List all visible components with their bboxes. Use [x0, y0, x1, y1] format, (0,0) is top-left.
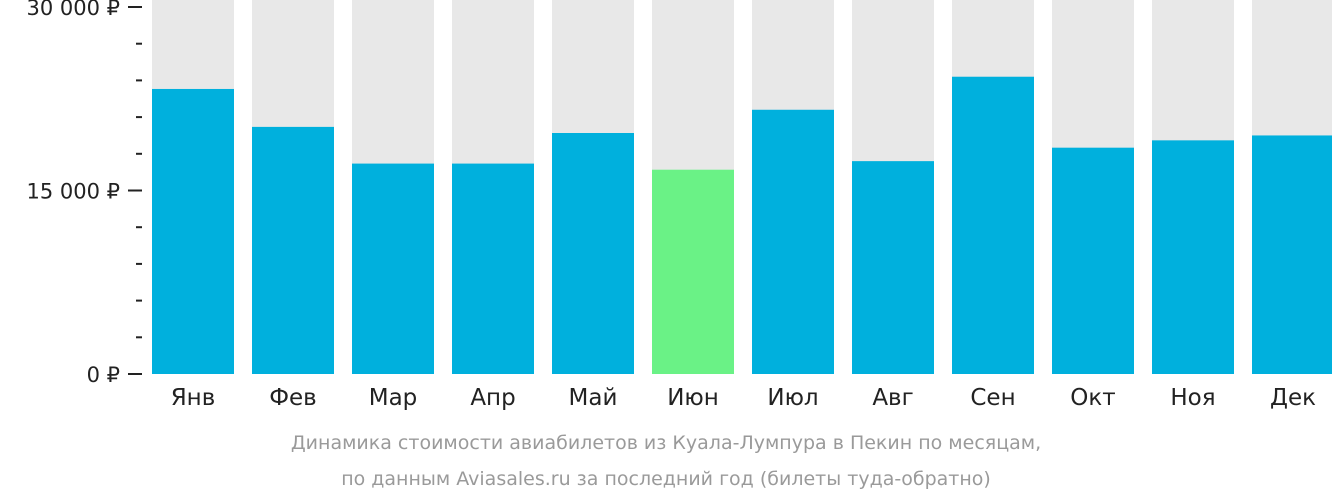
x-tick-label: Фев — [269, 385, 317, 411]
x-tick-label: Янв — [171, 385, 216, 411]
x-tick-label: Авг — [872, 385, 913, 411]
x-tick-label: Мар — [369, 385, 418, 411]
bar[interactable] — [452, 163, 534, 374]
y-tick-label: 0 ₽ — [87, 363, 120, 387]
bar[interactable] — [352, 163, 434, 374]
x-tick-label: Окт — [1070, 385, 1115, 411]
x-tick-label: Ноя — [1170, 385, 1215, 411]
bar[interactable] — [652, 169, 734, 374]
bar[interactable] — [952, 76, 1034, 374]
y-tick-label: 15 000 ₽ — [26, 180, 120, 204]
bar[interactable] — [252, 126, 334, 375]
x-tick-label: Апр — [470, 385, 515, 411]
caption-line-1: Динамика стоимости авиабилетов из Куала-… — [290, 432, 1042, 454]
x-axis-labels: Янв Фев Мар Апр Май Июн Июл Авг Сен Окт Ноя Дек — [171, 385, 1316, 411]
x-tick-label: Сен — [970, 385, 1015, 411]
price-bar-chart: 0 ₽ 15 000 ₽ 30 000 ₽ Янв Фев Мар Апр Май Июн Ию… — [26, 0, 1332, 411]
caption-line-2: по данным Aviasales.ru за последний год … — [341, 468, 991, 490]
x-tick-label: Июл — [767, 385, 818, 411]
bar[interactable] — [1252, 135, 1332, 374]
bar[interactable] — [1052, 147, 1134, 374]
bar[interactable] — [152, 88, 234, 375]
x-tick-label: Май — [569, 385, 618, 411]
bar[interactable] — [852, 161, 934, 374]
bar[interactable] — [752, 109, 834, 374]
y-tick-label: 30 000 ₽ — [26, 0, 120, 20]
y-axis: 0 ₽ 15 000 ₽ 30 000 ₽ — [26, 0, 142, 387]
bar[interactable] — [1152, 140, 1234, 374]
bar[interactable] — [552, 133, 634, 374]
x-tick-label: Дек — [1270, 385, 1316, 411]
bars — [152, 76, 1332, 375]
x-tick-label: Июн — [667, 385, 719, 411]
